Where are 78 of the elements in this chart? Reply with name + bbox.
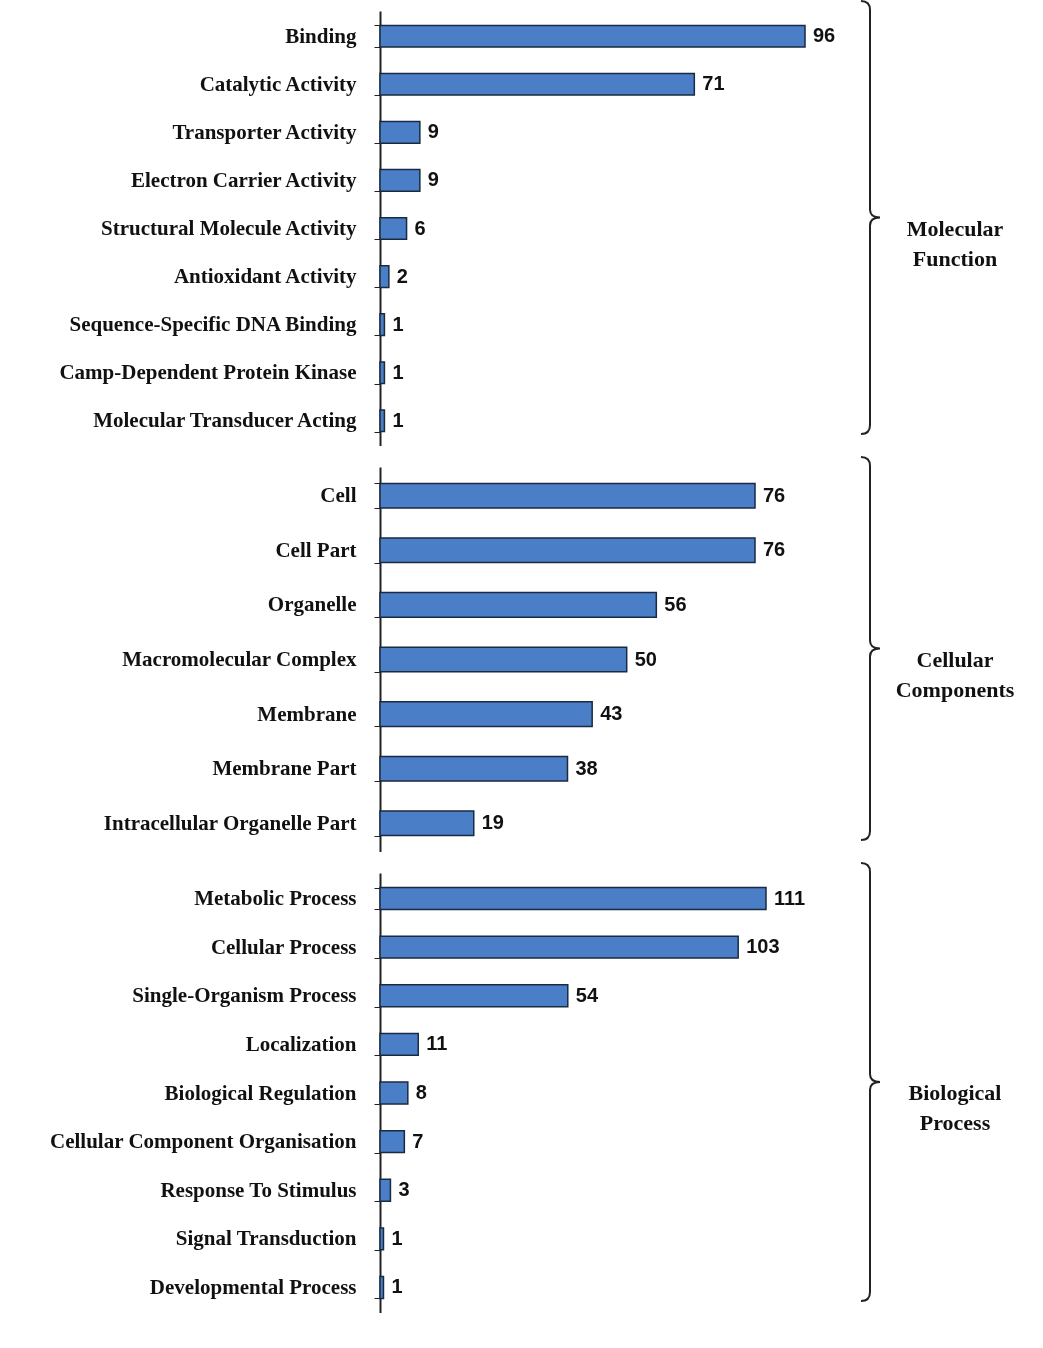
bar xyxy=(379,1032,419,1057)
y-tick-label: Binding xyxy=(285,23,357,48)
bar xyxy=(379,409,386,433)
bar xyxy=(379,591,658,618)
data-label: 1 xyxy=(392,312,404,335)
bar xyxy=(379,1227,385,1251)
data-label: 54 xyxy=(575,983,599,1006)
data-label: 50 xyxy=(634,647,657,670)
data-label: 71 xyxy=(702,72,725,95)
bar xyxy=(379,537,756,564)
data-label: 56 xyxy=(664,592,687,615)
bar xyxy=(379,886,767,911)
y-tick-label: Macromolecular Complex xyxy=(122,647,357,671)
bar xyxy=(379,361,386,385)
y-tick-label: Membrane Part xyxy=(212,756,357,781)
data-label: 11 xyxy=(426,1032,448,1055)
bar xyxy=(379,755,569,782)
data-label: 1 xyxy=(391,1226,403,1249)
bar xyxy=(379,482,756,509)
bar xyxy=(379,1129,406,1154)
data-label: 96 xyxy=(813,24,836,47)
data-label: 103 xyxy=(746,935,780,958)
bar xyxy=(379,1178,392,1202)
bar xyxy=(379,216,408,241)
text: Biological Process xyxy=(908,1080,1002,1135)
data-label: 3 xyxy=(398,1178,410,1201)
bar xyxy=(379,168,421,192)
bar xyxy=(379,72,696,96)
text: Cellular Components xyxy=(895,646,1015,702)
y-tick-label: Single-Organism Process xyxy=(132,983,357,1008)
text: Molecular Function xyxy=(906,215,1004,271)
y-tick-label: Electron Carrier Activity xyxy=(131,167,357,192)
y-tick-label: Catalytic Activity xyxy=(199,71,357,96)
data-label: 76 xyxy=(763,538,786,561)
y-tick-label: Structural Molecule Activity xyxy=(101,216,357,240)
bar xyxy=(379,984,569,1008)
y-tick-label: Localization xyxy=(245,1031,357,1056)
bar xyxy=(379,646,628,673)
y-tick-label: Antioxidant Activity xyxy=(173,264,357,289)
data-label: 9 xyxy=(427,120,439,143)
data-label: 43 xyxy=(600,702,623,725)
bar xyxy=(379,24,806,48)
y-tick-label: Sequence-Specific DNA Binding xyxy=(69,312,357,337)
y-tick-label: Organelle xyxy=(267,592,357,617)
y-tick-label: Transporter Activity xyxy=(172,119,357,144)
y-tick-label: Cell xyxy=(320,483,357,508)
data-label: 1 xyxy=(392,360,404,383)
data-label: 38 xyxy=(575,756,598,779)
data-label: 1 xyxy=(392,408,404,431)
y-tick-label: Cell Part xyxy=(275,537,357,562)
bar xyxy=(379,265,390,289)
data-label: 8 xyxy=(415,1081,427,1103)
y-tick-label: Metabolic Process xyxy=(194,886,357,911)
y-tick-label: Developmental Process xyxy=(149,1274,357,1299)
data-label: 1 xyxy=(391,1275,403,1298)
bar xyxy=(379,701,593,728)
data-label: 6 xyxy=(414,216,426,239)
data-label: 19 xyxy=(481,811,504,834)
bar xyxy=(379,120,421,144)
bar xyxy=(379,313,386,337)
y-tick-label: Cellular Process xyxy=(210,934,357,959)
y-tick-label: Camp-Dependent Protein Kinase xyxy=(59,360,357,385)
y-tick-label: Signal Transduction xyxy=(175,1226,357,1251)
data-label: 7 xyxy=(412,1129,424,1152)
data-label: 111 xyxy=(774,886,806,909)
y-tick-label: Biological Regulation xyxy=(164,1080,357,1105)
data-label: 9 xyxy=(427,168,439,191)
y-tick-label: Cellular Component Organisation xyxy=(50,1129,357,1154)
bar xyxy=(379,1275,385,1300)
data-label: 2 xyxy=(396,264,408,287)
data-label: 76 xyxy=(763,483,786,506)
bar xyxy=(379,1081,409,1105)
y-tick-label: Intracellular Organelle Part xyxy=(103,810,357,835)
bar xyxy=(379,935,739,959)
y-tick-label: Response To Stimulus xyxy=(160,1177,357,1202)
y-tick-label: Molecular Transducer Acting xyxy=(93,408,357,433)
y-tick-label: Membrane xyxy=(257,701,357,726)
bar xyxy=(379,810,475,837)
